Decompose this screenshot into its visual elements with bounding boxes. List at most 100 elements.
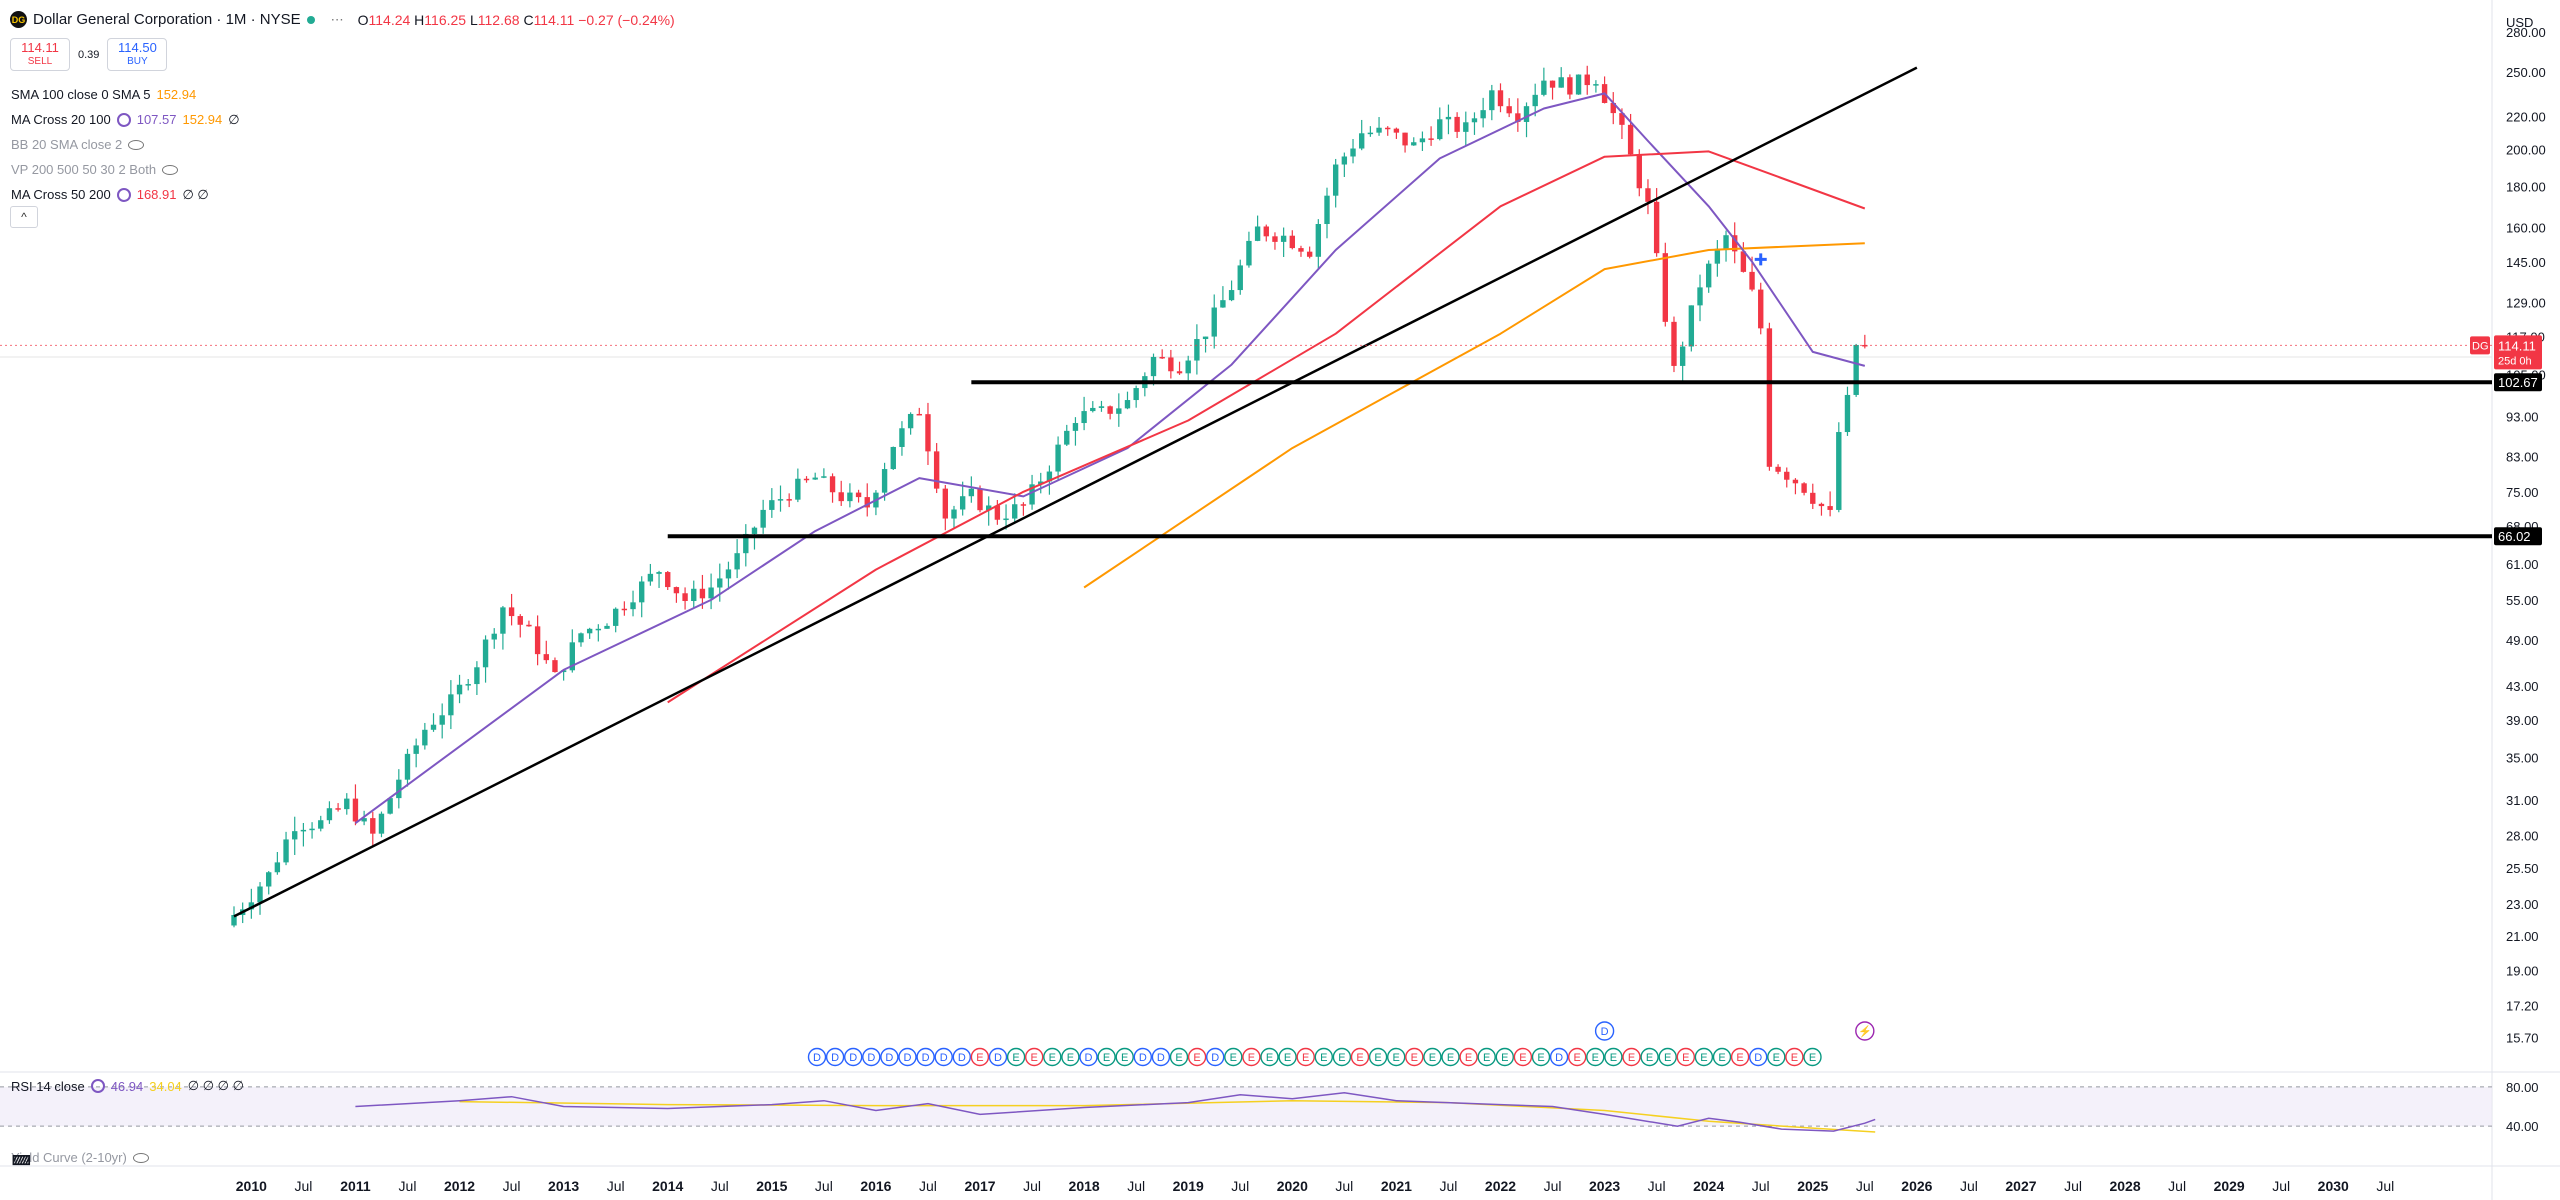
event-marker-label: D <box>1211 1052 1219 1064</box>
candle-body <box>1732 235 1738 252</box>
candle-body <box>1003 518 1009 521</box>
eye-hidden-icon[interactable] <box>132 1152 149 1163</box>
event-marker-icon <box>1676 1047 1696 1067</box>
event-marker-icon <box>1314 1047 1334 1067</box>
event-marker-label: D <box>1601 1026 1609 1038</box>
event-marker-icon <box>1855 1021 1875 1041</box>
x-tick-label: 2013 <box>548 1178 579 1194</box>
y-tick-label: 25.50 <box>2506 861 2539 876</box>
spread-value: 0.39 <box>78 48 100 61</box>
candle-body <box>734 553 740 570</box>
x-tick-label: 2014 <box>652 1178 683 1194</box>
event-marker-label: E <box>1501 1052 1508 1064</box>
indicator-vp[interactable]: VP 200 500 50 30 2 Both <box>11 157 240 182</box>
indicator-value-2: 152.94 <box>182 112 223 127</box>
chart-header: DG Dollar General Corporation · 1M · NYS… <box>10 11 675 28</box>
event-marker-icon <box>1024 1047 1044 1067</box>
candle-body <box>344 798 350 810</box>
x-tick-label: 2010 <box>236 1178 267 1194</box>
x-tick-label: Jul <box>2272 1178 2290 1194</box>
event-marker-label: E <box>1049 1052 1056 1064</box>
x-tick-label: Jul <box>1335 1178 1353 1194</box>
close-label: C <box>523 11 534 28</box>
collapse-legend-button[interactable]: ^ <box>10 206 38 228</box>
candle-body <box>1185 360 1191 374</box>
candle-body <box>829 476 836 493</box>
candle-body <box>1575 74 1582 95</box>
indicator-ma-cross-50-200[interactable]: MA Cross 50 200 168.91 ∅ ∅ <box>11 182 240 207</box>
x-tick-label: Jul <box>2168 1178 2186 1194</box>
indicator-bb[interactable]: BB 20 SMA close 2 <box>11 132 240 157</box>
candle-body <box>612 608 619 626</box>
event-marker-label: D <box>904 1052 912 1064</box>
indicator-label: MA Cross 50 200 <box>11 187 111 202</box>
candle-body <box>517 616 523 625</box>
event-marker-label: E <box>1664 1052 1671 1064</box>
candle-body <box>812 477 818 480</box>
y-tick-label: 39.00 <box>2506 713 2539 728</box>
eye-hidden-icon[interactable] <box>162 164 179 175</box>
candle-body <box>864 497 870 508</box>
candle-body <box>1653 201 1660 254</box>
event-marker-label: D <box>831 1052 839 1064</box>
rsi-legend[interactable]: RSI 14 close 46.94 34.04 ∅ ∅ ∅ ∅ <box>11 1078 244 1094</box>
symbol-title[interactable]: Dollar General Corporation · 1M · NYSE <box>33 11 301 28</box>
candle-body <box>1862 344 1868 347</box>
x-tick-label: Jul <box>294 1178 312 1194</box>
candle-body <box>1749 271 1755 290</box>
y-tick-label: 21.00 <box>2506 929 2539 944</box>
candle-body <box>1029 484 1035 505</box>
candle-body <box>335 808 341 810</box>
x-tick-label: Jul <box>1856 1178 1874 1194</box>
x-tick-label: 2019 <box>1173 1178 1204 1194</box>
sell-button[interactable]: 114.11 SELL <box>10 38 70 71</box>
event-marker-label: E <box>1610 1052 1617 1064</box>
event-marker-icon <box>1513 1047 1533 1067</box>
indicator-legend: SMA 100 close 0 SMA 5 152.94 MA Cross 20… <box>11 82 240 207</box>
indicator-ma-cross-20-100[interactable]: MA Cross 20 100 107.57 152.94 ∅ <box>11 107 240 132</box>
candle-body <box>1159 356 1165 359</box>
candle-body <box>508 607 515 617</box>
y-tick-label: 49.00 <box>2506 633 2539 648</box>
candle-body <box>1497 90 1504 107</box>
y-tick-label: 145.00 <box>2506 255 2546 270</box>
rsi-tick-label: 80.00 <box>2506 1080 2539 1095</box>
candle-body <box>838 492 844 502</box>
eye-hidden-icon[interactable] <box>128 139 145 150</box>
event-marker-label: E <box>1429 1052 1436 1064</box>
indicator-sma100[interactable]: SMA 100 close 0 SMA 5 152.94 <box>11 82 240 107</box>
x-tick-label: Jul <box>399 1178 417 1194</box>
event-marker-icon <box>1594 1021 1615 1041</box>
candle-body <box>1332 164 1339 196</box>
event-marker-label: E <box>1718 1052 1725 1064</box>
candle-body <box>1445 116 1452 120</box>
y-tick-label: 35.00 <box>2506 751 2539 766</box>
candle-body <box>569 642 575 671</box>
candle-body <box>456 684 463 695</box>
yield-curve-legend[interactable]: Yield Curve (2-10yr) <box>11 1150 149 1165</box>
candle-body <box>1853 344 1859 395</box>
event-marker-label: E <box>1193 1052 1200 1064</box>
x-tick-label: Jul <box>1127 1178 1145 1194</box>
event-marker-label: D <box>1139 1052 1147 1064</box>
more-options-icon[interactable]: ⋯ <box>330 11 344 27</box>
candle-body <box>1090 407 1096 412</box>
overlay-line <box>354 92 1866 825</box>
event-marker-icon <box>1242 1047 1261 1067</box>
event-marker-icon <box>825 1047 845 1067</box>
event-marker-icon <box>1368 1047 1388 1067</box>
candle-body <box>534 626 541 655</box>
event-marker-icon <box>1459 1047 1478 1067</box>
candle-body <box>300 829 307 832</box>
candle-body <box>1471 118 1478 123</box>
candle-body <box>560 670 567 673</box>
candle-body <box>1020 504 1027 506</box>
x-tick-label: Jul <box>503 1178 521 1194</box>
market-status-dot-icon <box>306 15 315 24</box>
candle-body <box>1454 116 1460 132</box>
event-marker-label: D <box>867 1052 875 1064</box>
candle-body <box>1792 479 1799 484</box>
event-marker-icon <box>1097 1047 1116 1067</box>
buy-button[interactable]: 114.50 BUY <box>107 38 168 71</box>
